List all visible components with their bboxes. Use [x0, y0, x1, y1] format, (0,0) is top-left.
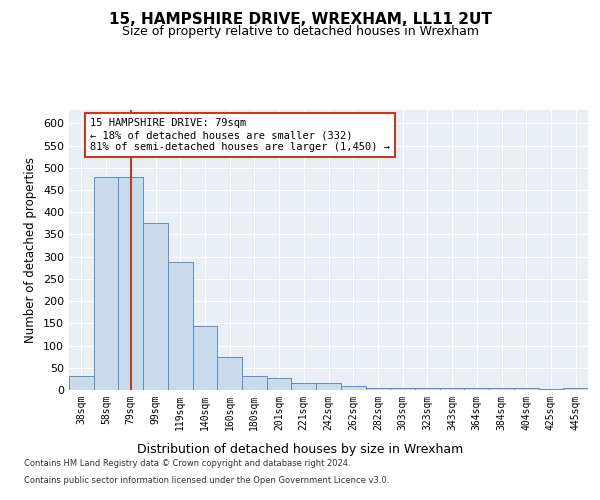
Bar: [267, 378, 292, 390]
Bar: [168, 262, 193, 390]
Bar: [489, 388, 514, 390]
Bar: [143, 224, 168, 390]
Bar: [316, 384, 341, 390]
Bar: [464, 388, 489, 390]
Bar: [292, 384, 316, 390]
Y-axis label: Number of detached properties: Number of detached properties: [25, 157, 37, 343]
Bar: [242, 376, 267, 390]
Bar: [539, 389, 563, 390]
Text: Size of property relative to detached houses in Wrexham: Size of property relative to detached ho…: [121, 25, 479, 38]
Text: 15, HAMPSHIRE DRIVE, WREXHAM, LL11 2UT: 15, HAMPSHIRE DRIVE, WREXHAM, LL11 2UT: [109, 12, 491, 28]
Bar: [390, 388, 415, 390]
Text: Contains HM Land Registry data © Crown copyright and database right 2024.: Contains HM Land Registry data © Crown c…: [24, 458, 350, 468]
Bar: [514, 388, 539, 390]
Bar: [415, 388, 440, 390]
Bar: [193, 326, 217, 390]
Text: Contains public sector information licensed under the Open Government Licence v3: Contains public sector information licen…: [24, 476, 389, 485]
Bar: [341, 386, 365, 390]
Bar: [118, 176, 143, 390]
Bar: [94, 176, 118, 390]
Text: 15 HAMPSHIRE DRIVE: 79sqm
← 18% of detached houses are smaller (332)
81% of semi: 15 HAMPSHIRE DRIVE: 79sqm ← 18% of detac…: [90, 118, 390, 152]
Text: Distribution of detached houses by size in Wrexham: Distribution of detached houses by size …: [137, 442, 463, 456]
Bar: [217, 356, 242, 390]
Bar: [69, 376, 94, 390]
Bar: [365, 388, 390, 390]
Bar: [563, 388, 588, 390]
Bar: [440, 388, 464, 390]
